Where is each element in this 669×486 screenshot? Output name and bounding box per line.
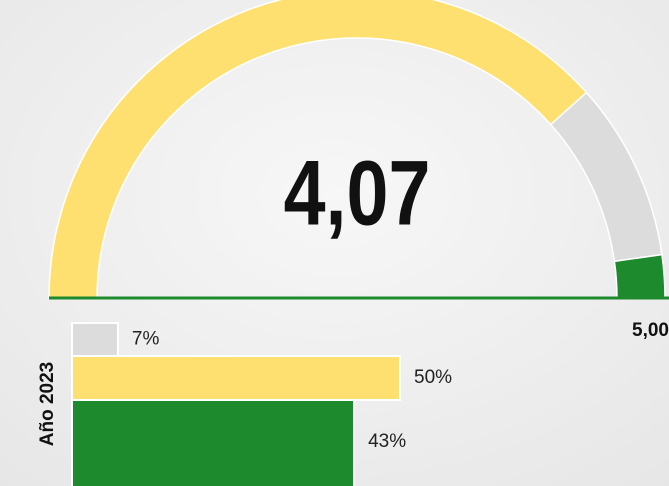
bar (71, 399, 356, 486)
value-label: 50% (414, 367, 452, 388)
bar (71, 355, 401, 401)
bar (71, 322, 119, 357)
value-label: 43% (368, 431, 406, 452)
series-label: Año 2023 (37, 362, 58, 446)
gauge-value: 4,07 (284, 141, 431, 244)
gauge-max-label: 5,00 (632, 320, 669, 341)
gauge-band (613, 253, 666, 299)
value-label: 7% (132, 329, 160, 350)
